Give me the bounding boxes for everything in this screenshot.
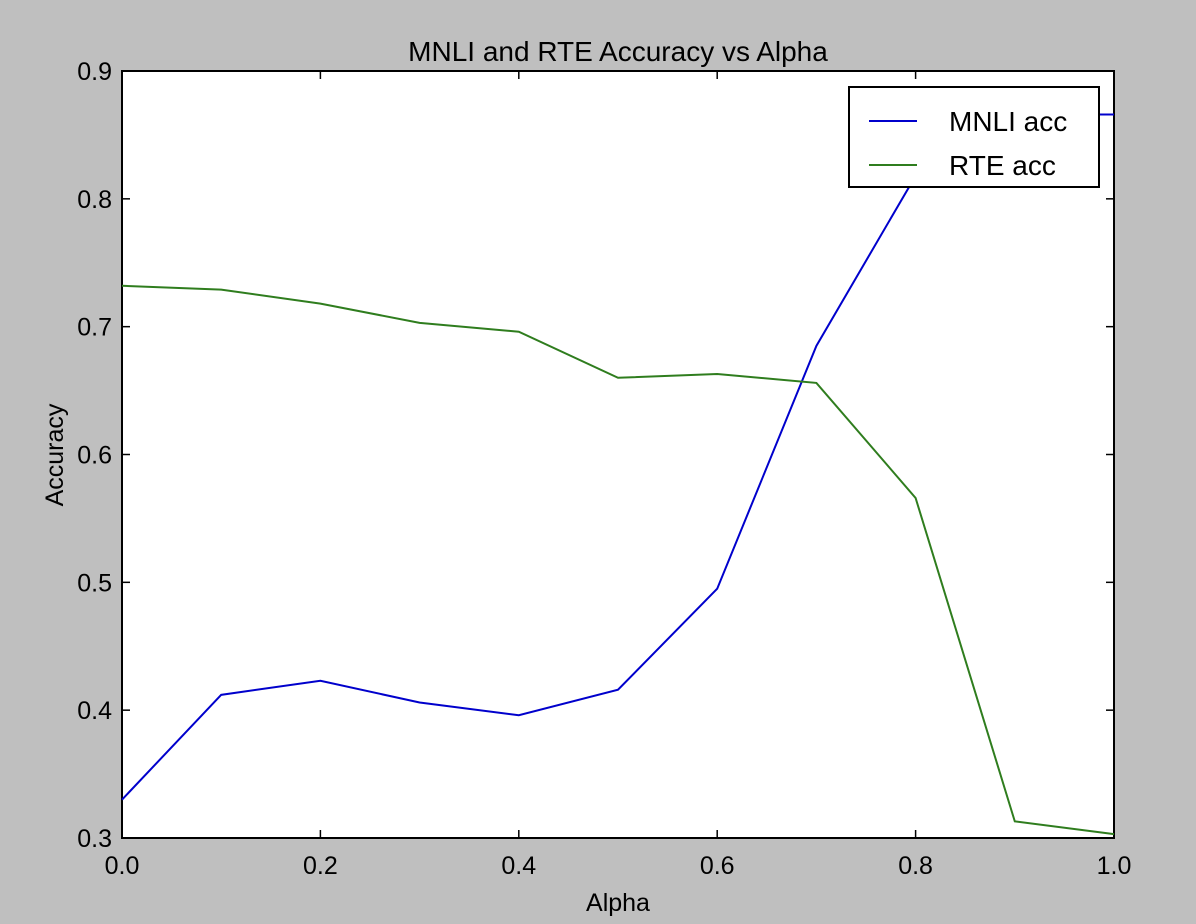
series-line-rte-acc [121,284,1115,836]
x-tick-label: 0.0 [105,852,140,880]
chart-title: MNLI and RTE Accuracy vs Alpha [408,36,828,67]
x-axis-label: Alpha [586,889,650,917]
y-axis-label: Accuracy [41,403,69,506]
tick-group: 0.0 0.2 0.4 0.6 0.8 1.0 0.3 0.4 0.5 0.6 0.7 0.8 0.9 [77,58,1131,880]
y-tick-label: 0.9 [77,58,112,86]
legend-box [848,86,1100,188]
legend: MNLI acc RTE acc [848,86,1100,188]
x-tick-label: 0.6 [700,852,735,880]
y-tick-label: 0.4 [77,697,112,725]
x-tick-label: 0.8 [898,852,933,880]
y-tick-label: 0.3 [77,825,112,853]
y-tick-label: 0.8 [77,186,112,214]
plot-area [121,70,1115,839]
x-tick-label: 0.2 [303,852,338,880]
legend-label-rte-acc: RTE acc [949,150,1056,181]
y-tick-label: 0.6 [77,442,112,470]
x-tick-label: 1.0 [1097,852,1132,880]
x-tick-label: 0.4 [501,852,536,880]
y-tick-label: 0.5 [77,569,112,597]
legend-label-mnli-acc: MNLI acc [949,106,1067,137]
y-tick-label: 0.7 [77,314,112,342]
